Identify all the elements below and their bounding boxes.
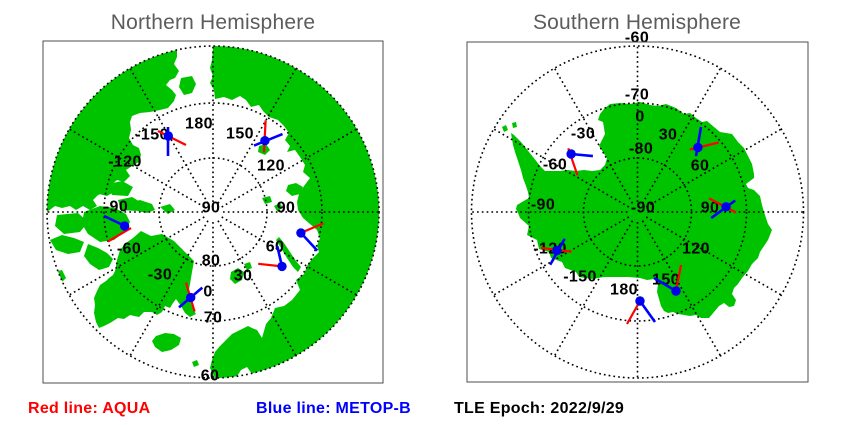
svg-text:120: 120 — [257, 158, 285, 175]
svg-text:-120: -120 — [108, 154, 142, 171]
svg-text:-150: -150 — [135, 127, 169, 144]
svg-text:-80: -80 — [629, 141, 653, 158]
svg-text:Red line: AQUA: Red line: AQUA — [28, 400, 151, 417]
svg-text:30: 30 — [234, 268, 253, 285]
svg-text:180: 180 — [610, 282, 638, 299]
svg-text:60: 60 — [266, 239, 285, 256]
svg-text:70: 70 — [204, 310, 223, 327]
svg-text:-30: -30 — [148, 267, 172, 284]
svg-text:30: 30 — [659, 127, 678, 144]
svg-text:0: 0 — [203, 284, 212, 301]
svg-text:180: 180 — [185, 116, 213, 133]
svg-text:-90: -90 — [531, 197, 555, 214]
svg-text:-60: -60 — [117, 241, 141, 258]
svg-text:-90: -90 — [104, 199, 128, 216]
svg-text:-60: -60 — [543, 157, 567, 174]
svg-text:-70: -70 — [625, 87, 649, 104]
svg-text:Southern Hemisphere: Southern Hemisphere — [533, 11, 741, 34]
svg-text:-30: -30 — [571, 126, 595, 143]
svg-text:80: 80 — [202, 253, 221, 270]
svg-text:0: 0 — [635, 109, 644, 126]
svg-text:90: 90 — [701, 200, 720, 217]
svg-text:-90: -90 — [631, 200, 655, 217]
svg-text:-60: -60 — [625, 30, 649, 47]
svg-text:120: 120 — [682, 241, 710, 258]
svg-text:150: 150 — [652, 272, 680, 289]
svg-text:Northern Hemisphere: Northern Hemisphere — [111, 11, 316, 34]
svg-text:-150: -150 — [563, 269, 597, 286]
svg-text:Blue line: METOP-B: Blue line: METOP-B — [256, 400, 411, 417]
svg-text:150: 150 — [226, 126, 254, 143]
svg-text:90: 90 — [277, 200, 296, 217]
svg-text:TLE Epoch: 2022/9/29: TLE Epoch: 2022/9/29 — [454, 400, 624, 417]
svg-text:90: 90 — [202, 200, 221, 217]
svg-text:60: 60 — [201, 368, 220, 385]
svg-text:60: 60 — [691, 158, 710, 175]
